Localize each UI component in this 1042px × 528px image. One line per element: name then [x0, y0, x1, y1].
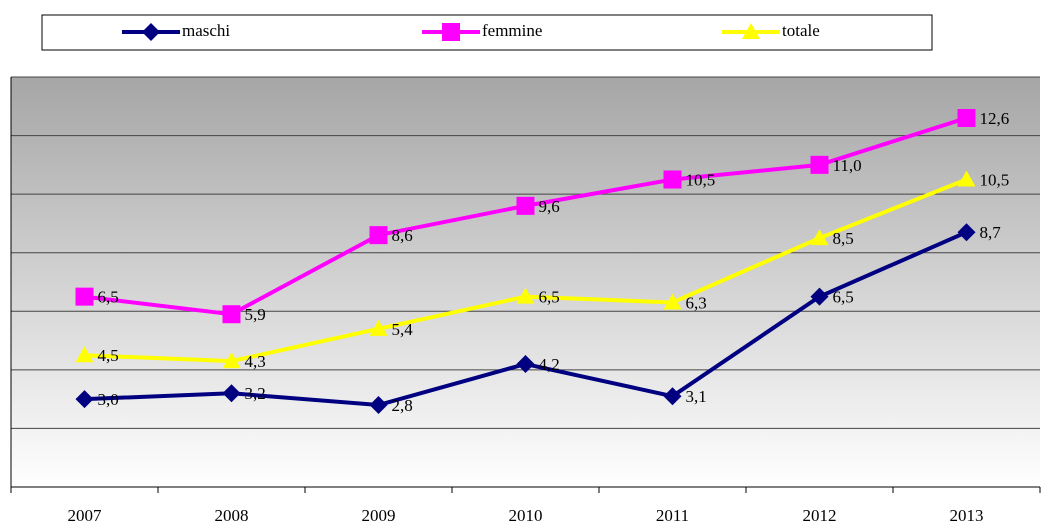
marker	[663, 170, 682, 189]
data-label: 6,3	[686, 293, 707, 312]
marker	[442, 23, 460, 41]
data-label: 10,5	[686, 170, 716, 189]
x-tick-label: 2010	[509, 506, 543, 525]
marker	[75, 390, 94, 409]
marker	[810, 155, 829, 174]
marker	[369, 226, 388, 245]
plot-area	[11, 77, 1040, 487]
data-label: 8,5	[833, 229, 854, 248]
marker	[957, 223, 976, 242]
marker	[222, 384, 241, 403]
x-tick-label: 2009	[362, 506, 396, 525]
x-tick-label: 2007	[68, 506, 103, 525]
data-label: 6,5	[539, 288, 560, 307]
x-tick-label: 2011	[656, 506, 689, 525]
marker	[957, 170, 976, 187]
data-label: 2,8	[392, 396, 413, 415]
marker	[369, 319, 388, 336]
marker	[369, 396, 388, 414]
marker	[222, 305, 241, 324]
marker	[142, 23, 160, 41]
x-tick-label: 2008	[215, 506, 249, 525]
marker	[222, 352, 241, 369]
data-label: 3,0	[98, 390, 119, 409]
data-label: 5,9	[245, 305, 266, 324]
data-label: 4,5	[98, 346, 119, 365]
data-label: 4,3	[245, 352, 266, 371]
legend	[41, 14, 933, 51]
data-label: 6,5	[833, 288, 854, 307]
marker	[75, 346, 94, 363]
marker	[516, 196, 535, 215]
data-label: 8,6	[392, 226, 413, 245]
legend-label: totale	[782, 21, 820, 40]
data-label: 5,4	[392, 320, 414, 339]
marker	[810, 287, 829, 306]
data-label: 3,2	[245, 384, 266, 403]
marker	[742, 23, 760, 39]
legend-label: femmine	[482, 21, 542, 40]
marker	[663, 387, 682, 406]
data-label: 9,6	[539, 197, 560, 216]
data-label: 10,5	[980, 170, 1010, 189]
marker	[810, 229, 829, 246]
data-label: 6,5	[98, 288, 119, 307]
marker	[516, 355, 535, 373]
data-label: 4,2	[539, 355, 560, 374]
data-label: 8,7	[980, 223, 1002, 242]
data-label: 11,0	[833, 156, 862, 175]
marker	[957, 109, 976, 127]
x-tick-label: 2012	[803, 506, 837, 525]
marker	[516, 287, 535, 304]
data-label: 3,1	[686, 387, 707, 406]
marker	[75, 287, 94, 306]
x-tick-label: 2013	[950, 506, 984, 525]
data-label: 12,6	[980, 109, 1010, 128]
legend-label: maschi	[182, 21, 230, 40]
marker	[663, 293, 682, 310]
